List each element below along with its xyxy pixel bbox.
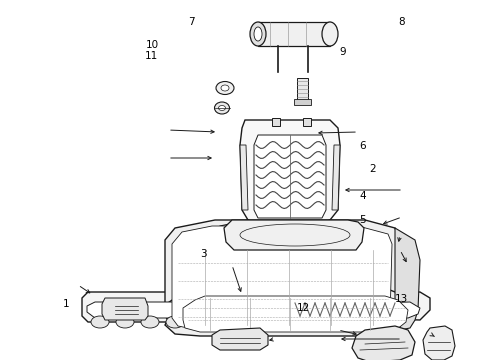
- Ellipse shape: [166, 316, 184, 328]
- Ellipse shape: [116, 316, 134, 328]
- Ellipse shape: [219, 105, 225, 111]
- Polygon shape: [332, 145, 340, 210]
- Ellipse shape: [216, 81, 234, 95]
- Ellipse shape: [250, 22, 266, 46]
- Ellipse shape: [215, 102, 229, 114]
- Polygon shape: [297, 78, 308, 102]
- Polygon shape: [165, 290, 415, 336]
- Polygon shape: [87, 302, 420, 318]
- Ellipse shape: [141, 316, 159, 328]
- Polygon shape: [258, 22, 330, 46]
- Text: 5: 5: [359, 215, 366, 225]
- Polygon shape: [165, 220, 400, 332]
- Text: 8: 8: [398, 17, 405, 27]
- Polygon shape: [172, 226, 392, 330]
- Text: 1: 1: [63, 299, 70, 309]
- Polygon shape: [183, 296, 408, 332]
- Text: 10: 10: [146, 40, 158, 50]
- Ellipse shape: [322, 22, 338, 46]
- Ellipse shape: [266, 316, 284, 328]
- Polygon shape: [240, 120, 340, 226]
- Polygon shape: [102, 298, 148, 320]
- Text: 12: 12: [297, 303, 311, 313]
- Polygon shape: [395, 228, 420, 330]
- Polygon shape: [254, 135, 326, 218]
- Text: 9: 9: [340, 47, 346, 57]
- Ellipse shape: [254, 27, 262, 41]
- Polygon shape: [240, 145, 248, 210]
- Polygon shape: [294, 99, 311, 105]
- Polygon shape: [352, 326, 415, 360]
- Text: 7: 7: [188, 17, 195, 27]
- Ellipse shape: [91, 316, 109, 328]
- Text: 13: 13: [395, 294, 409, 304]
- Text: 11: 11: [145, 51, 159, 61]
- Ellipse shape: [216, 316, 234, 328]
- Polygon shape: [272, 118, 280, 126]
- Polygon shape: [423, 326, 455, 360]
- Polygon shape: [224, 220, 364, 250]
- Text: 4: 4: [359, 191, 366, 201]
- Polygon shape: [82, 292, 430, 322]
- Text: 2: 2: [369, 164, 376, 174]
- Text: 3: 3: [200, 249, 207, 259]
- Ellipse shape: [241, 316, 259, 328]
- Ellipse shape: [191, 316, 209, 328]
- Text: 6: 6: [359, 141, 366, 151]
- Polygon shape: [212, 328, 268, 350]
- Polygon shape: [303, 118, 311, 126]
- Ellipse shape: [221, 85, 229, 91]
